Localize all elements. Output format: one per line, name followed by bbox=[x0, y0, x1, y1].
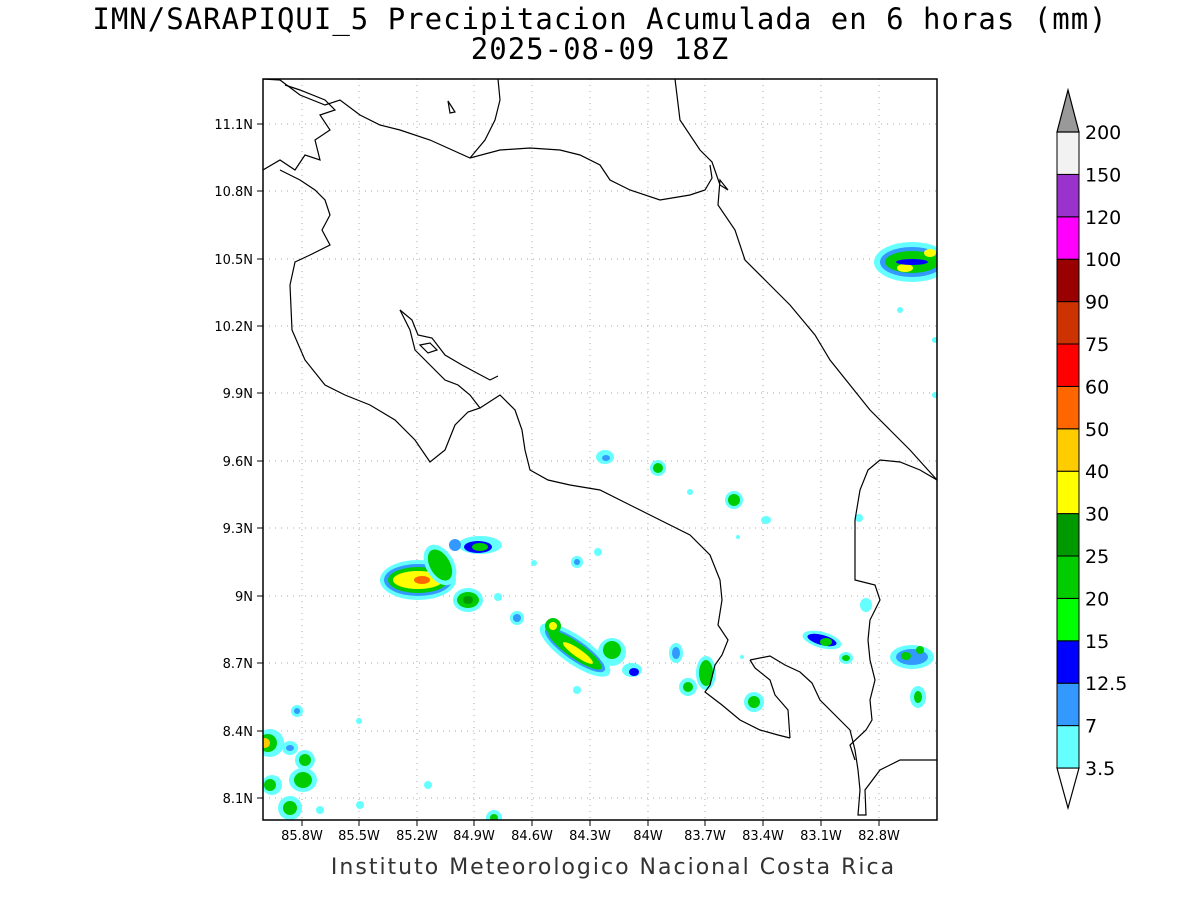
colorbar-label: 20 bbox=[1085, 588, 1109, 610]
rain-cell bbox=[802, 630, 853, 664]
colorbar-label: 3.5 bbox=[1085, 758, 1115, 780]
colorbar-max-arrow bbox=[1056, 87, 1080, 133]
lon-tick-label: 83.4W bbox=[742, 829, 784, 844]
plot-frame bbox=[262, 78, 938, 821]
lat-tick-label: 10.8N bbox=[214, 185, 253, 200]
colorbar-segment bbox=[1056, 597, 1080, 642]
lat-tick-label: 8.4N bbox=[223, 725, 253, 740]
colorbar-label: 120 bbox=[1085, 207, 1121, 229]
colorbar-segment bbox=[1056, 470, 1080, 515]
colorbar-label: 30 bbox=[1085, 504, 1109, 526]
lon-tick-label: 82.8W bbox=[858, 829, 900, 844]
colorbar-segment bbox=[1056, 173, 1080, 218]
rain-cell bbox=[598, 638, 642, 677]
lon-tick-label: 84.9W bbox=[453, 829, 495, 844]
rain-cell bbox=[874, 242, 937, 282]
lat-tick-label: 9.6N bbox=[223, 455, 253, 470]
rain-cell bbox=[890, 645, 934, 708]
lat-tick-label: 9.3N bbox=[223, 522, 253, 537]
longitude-axis: 85.8W 85.5W 85.2W 84.9W 84.6W 84.3W 84W 83.7W 83… bbox=[281, 820, 900, 844]
rain-cell bbox=[669, 643, 716, 696]
lon-tick-label: 84W bbox=[633, 829, 663, 844]
rain-cell bbox=[453, 588, 483, 612]
map-datetime: 2025-08-09 18Z bbox=[470, 32, 730, 66]
lat-tick-label: 8.1N bbox=[223, 792, 253, 807]
lon-tick-label: 83.1W bbox=[800, 829, 842, 844]
map-title: IMN/SARAPIQUI_5 Precipitacion Acumulada … bbox=[92, 2, 1108, 36]
lon-tick-label: 85.8W bbox=[281, 829, 323, 844]
colorbar-segment bbox=[1056, 216, 1080, 260]
latitude-axis: 11.1N 10.8N 10.5N 10.2N 9.9N 9.6N 9.3N 9N 8.7N 8.… bbox=[214, 118, 263, 807]
rain-cell bbox=[449, 536, 502, 554]
footer-credit: Instituto Meteorologico Nacional Costa R… bbox=[330, 855, 897, 880]
colorbar-segment bbox=[1056, 428, 1080, 472]
rain-cell bbox=[539, 618, 611, 677]
colorbar-label: 12.5 bbox=[1085, 673, 1127, 695]
colorbar-segment bbox=[1056, 725, 1080, 769]
colorbar-label: 40 bbox=[1085, 461, 1109, 483]
colorbar-segment bbox=[1056, 682, 1080, 727]
colorbar-label: 7 bbox=[1085, 716, 1097, 738]
colorbar-label: 60 bbox=[1085, 376, 1109, 398]
gridlines bbox=[263, 79, 937, 820]
colorbar: 3.5 7 12.5 15 20 25 30 40 50 60 75 90 100 120 150 200 bbox=[1056, 87, 1127, 811]
colorbar-segment bbox=[1056, 555, 1080, 599]
colorbar-label: 200 bbox=[1085, 122, 1121, 144]
colorbar-label: 25 bbox=[1085, 546, 1109, 568]
colorbar-label: 50 bbox=[1085, 419, 1109, 441]
lon-tick-label: 84.3W bbox=[569, 829, 611, 844]
lon-tick-label: 83.7W bbox=[684, 829, 726, 844]
lon-tick-label: 84.6W bbox=[511, 829, 553, 844]
lon-tick-label: 85.5W bbox=[338, 829, 380, 844]
lat-tick-label: 11.1N bbox=[214, 118, 253, 133]
lat-tick-label: 10.5N bbox=[214, 253, 253, 268]
colorbar-label: 15 bbox=[1085, 631, 1109, 653]
lat-tick-label: 8.7N bbox=[223, 657, 253, 672]
colorbar-segment bbox=[1056, 343, 1080, 387]
colorbar-segment bbox=[1056, 513, 1080, 557]
lat-tick-label: 9N bbox=[235, 590, 253, 605]
colorbar-label: 100 bbox=[1085, 249, 1121, 271]
colorbar-label: 90 bbox=[1085, 292, 1109, 314]
colorbar-segment bbox=[1056, 131, 1080, 175]
colorbar-segment bbox=[1056, 258, 1080, 303]
colorbar-min-arrow bbox=[1056, 767, 1080, 811]
lon-tick-label: 85.2W bbox=[396, 829, 438, 844]
colorbar-label: 75 bbox=[1085, 334, 1109, 356]
coastlines bbox=[263, 79, 937, 816]
rain-cell bbox=[423, 544, 457, 586]
lat-tick-label: 10.2N bbox=[214, 320, 253, 335]
colorbar-segment bbox=[1056, 385, 1080, 430]
colorbar-label: 150 bbox=[1085, 164, 1121, 186]
colorbar-segment bbox=[1056, 301, 1080, 345]
precipitation-field bbox=[263, 242, 937, 820]
rain-cell bbox=[263, 705, 317, 820]
lat-tick-label: 9.9N bbox=[223, 387, 253, 402]
colorbar-segment bbox=[1056, 640, 1080, 684]
